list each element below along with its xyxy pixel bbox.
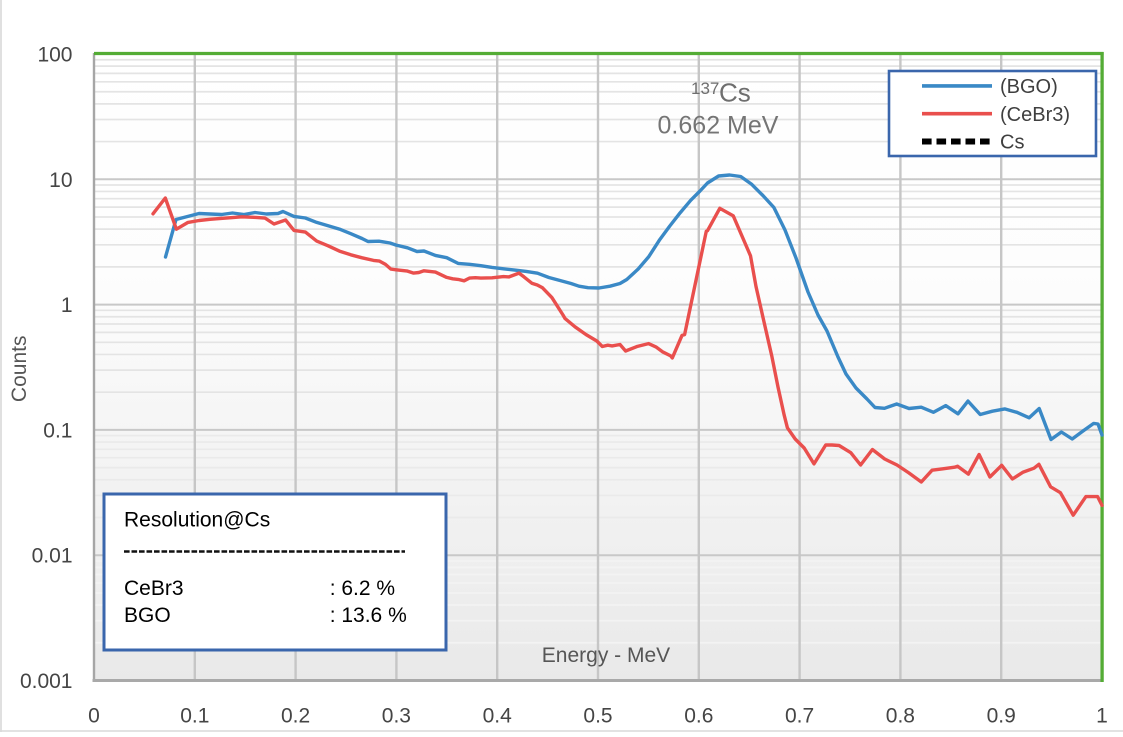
- svg-text:0.6: 0.6: [684, 704, 713, 727]
- svg-text:10: 10: [49, 169, 72, 192]
- svg-text:Cs: Cs: [1000, 131, 1024, 153]
- svg-text:0.9: 0.9: [987, 704, 1016, 727]
- svg-text:100: 100: [37, 44, 72, 67]
- svg-text:0.1: 0.1: [43, 419, 72, 442]
- svg-text:BGO: BGO: [124, 604, 171, 627]
- svg-text:: 13.6 %: : 13.6 %: [330, 604, 407, 627]
- svg-text:0.2: 0.2: [281, 704, 310, 727]
- svg-text:: 6.2 %: : 6.2 %: [330, 577, 395, 600]
- svg-text:0: 0: [88, 704, 100, 727]
- svg-text:0.01: 0.01: [32, 545, 73, 568]
- svg-text:0.1: 0.1: [180, 704, 209, 727]
- svg-text:1: 1: [61, 294, 73, 317]
- svg-text:Energy - MeV: Energy - MeV: [542, 644, 670, 667]
- svg-text:0.001: 0.001: [20, 670, 73, 693]
- svg-text:0.8: 0.8: [886, 704, 915, 727]
- svg-text:0.4: 0.4: [483, 704, 513, 727]
- svg-text:0.7: 0.7: [785, 704, 814, 727]
- svg-text:0.662 MeV: 0.662 MeV: [658, 112, 779, 140]
- svg-text:(BGO): (BGO): [1000, 76, 1058, 98]
- svg-text:Resolution@Cs: Resolution@Cs: [124, 509, 270, 532]
- svg-text:(CeBr3): (CeBr3): [1000, 104, 1070, 126]
- svg-text:Cs: Cs: [719, 78, 751, 108]
- svg-text:1: 1: [1096, 704, 1108, 727]
- svg-text:Counts: Counts: [8, 336, 31, 403]
- svg-text:CeBr3: CeBr3: [124, 577, 184, 600]
- svg-text:0.3: 0.3: [382, 704, 411, 727]
- svg-text:0.5: 0.5: [583, 704, 612, 727]
- svg-text:137: 137: [691, 79, 719, 98]
